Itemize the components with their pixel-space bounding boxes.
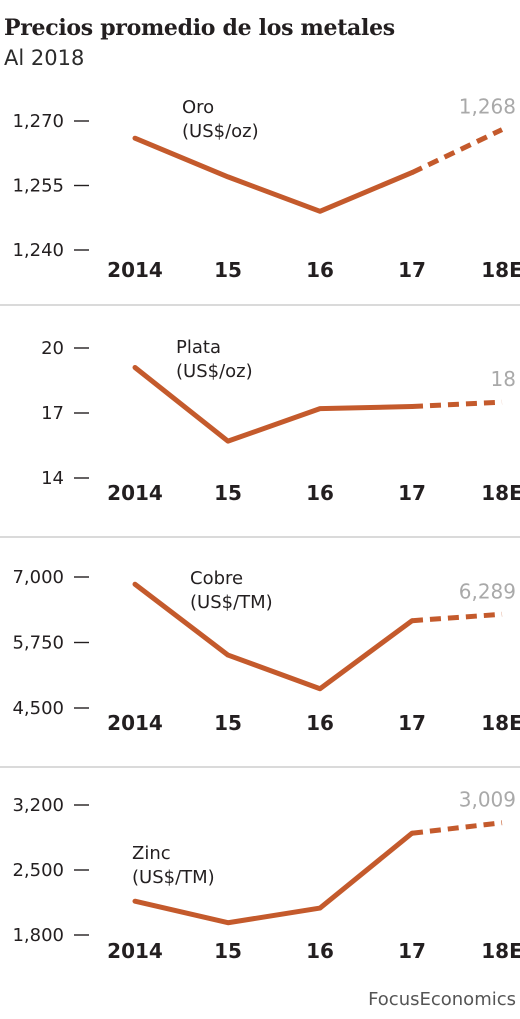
x-tick-label: 16: [306, 711, 334, 735]
x-tick-label: 18E: [481, 258, 520, 282]
end-value-label-cobre: 6,289: [459, 579, 516, 603]
y-tick-label: 1,255: [12, 176, 64, 197]
end-value-label-plata: 18: [491, 367, 516, 391]
x-tick-label: 15: [214, 258, 242, 282]
panel-plata: 14 17 20 2014 15 16 17 18E Plata (US$/oz) 18: [0, 308, 520, 538]
x-tick-label: 2014: [107, 481, 163, 505]
series-unit-oro: (US$/oz): [182, 121, 259, 142]
x-tick-label: 18E: [481, 939, 520, 963]
x-tick-label: 15: [214, 711, 242, 735]
x-tick-label: 2014: [107, 258, 163, 282]
end-value-label-oro: 1,268: [459, 95, 516, 119]
y-tick-label: 1,240: [12, 240, 64, 261]
y-tick-label: 20: [41, 338, 64, 359]
x-tick-label: 16: [306, 939, 334, 963]
x-tick-label: 2014: [107, 711, 163, 735]
y-tick-label: 4,500: [12, 698, 64, 719]
y-tick-label: 1,270: [12, 111, 64, 132]
x-tick-label: 17: [398, 711, 426, 735]
x-tick-label: 2014: [107, 939, 163, 963]
chart-subtitle: Al 2018: [4, 46, 85, 70]
series-name-oro: Oro: [182, 97, 214, 118]
panel-oro: 1,240 1,255 1,270 2014 15 16 17 18E Oro (US$/oz) 1…: [0, 85, 520, 307]
series-line-actual-cobre: [132, 581, 415, 692]
series-line-actual-zinc: [132, 830, 415, 926]
x-tick-label: 18E: [481, 481, 520, 505]
panel-zinc: 1,800 2,500 3,200 2014 15 16 17 18E Zinc (US$/TM)…: [0, 768, 520, 983]
chart-cobre: 4,500 5,750 7,000 2014 15 16 17 18E Cobre (US$/TM…: [0, 567, 520, 768]
series-unit-plata: (US$/oz): [176, 361, 253, 382]
series-line-actual-oro: [132, 135, 415, 214]
x-tick-label: 17: [398, 258, 426, 282]
series-name-zinc: Zinc: [132, 843, 171, 864]
y-tick-label: 5,750: [12, 633, 64, 654]
y-tick-label: 14: [41, 468, 64, 489]
chart-plata: 14 17 20 2014 15 16 17 18E Plata (US$/oz) 18: [0, 337, 520, 538]
series-unit-zinc: (US$/TM): [132, 867, 215, 888]
series-line-projected-cobre: [411, 611, 503, 624]
y-tick-label: 17: [41, 403, 64, 424]
x-tick-label: 17: [398, 939, 426, 963]
x-tick-label: 15: [214, 939, 242, 963]
y-tick-label: 2,500: [12, 860, 64, 881]
y-tick-label: 1,800: [12, 925, 64, 946]
end-value-label-zinc: 3,009: [459, 788, 516, 812]
series-line-projected-zinc: [411, 820, 503, 836]
chart-title: Precios promedio de los metales: [4, 15, 395, 41]
x-tick-label: 15: [214, 481, 242, 505]
x-tick-label: 16: [306, 258, 334, 282]
y-tick-label: 3,200: [12, 795, 64, 816]
chart-zinc: 1,800 2,500 3,200 2014 15 16 17 18E Zinc (US$/TM)…: [12, 788, 520, 963]
x-tick-label: 17: [398, 481, 426, 505]
series-name-plata: Plata: [176, 337, 221, 358]
x-tick-label: 18E: [481, 711, 520, 735]
panel-cobre: 4,500 5,750 7,000 2014 15 16 17 18E Cobre (US$/TM…: [0, 538, 520, 768]
series-line-projected-oro: [410, 127, 504, 175]
source-credit: FocusEconomics: [368, 989, 516, 1010]
x-tick-label: 16: [306, 481, 334, 505]
y-tick-label: 7,000: [12, 567, 64, 588]
series-line-projected-plata: [411, 399, 503, 409]
series-line-actual-plata: [132, 365, 415, 444]
series-name-cobre: Cobre: [190, 568, 243, 589]
chart-oro: 1,240 1,255 1,270 2014 15 16 17 18E Oro (US$/oz) 1…: [0, 95, 520, 306]
series-unit-cobre: (US$/TM): [190, 592, 273, 613]
